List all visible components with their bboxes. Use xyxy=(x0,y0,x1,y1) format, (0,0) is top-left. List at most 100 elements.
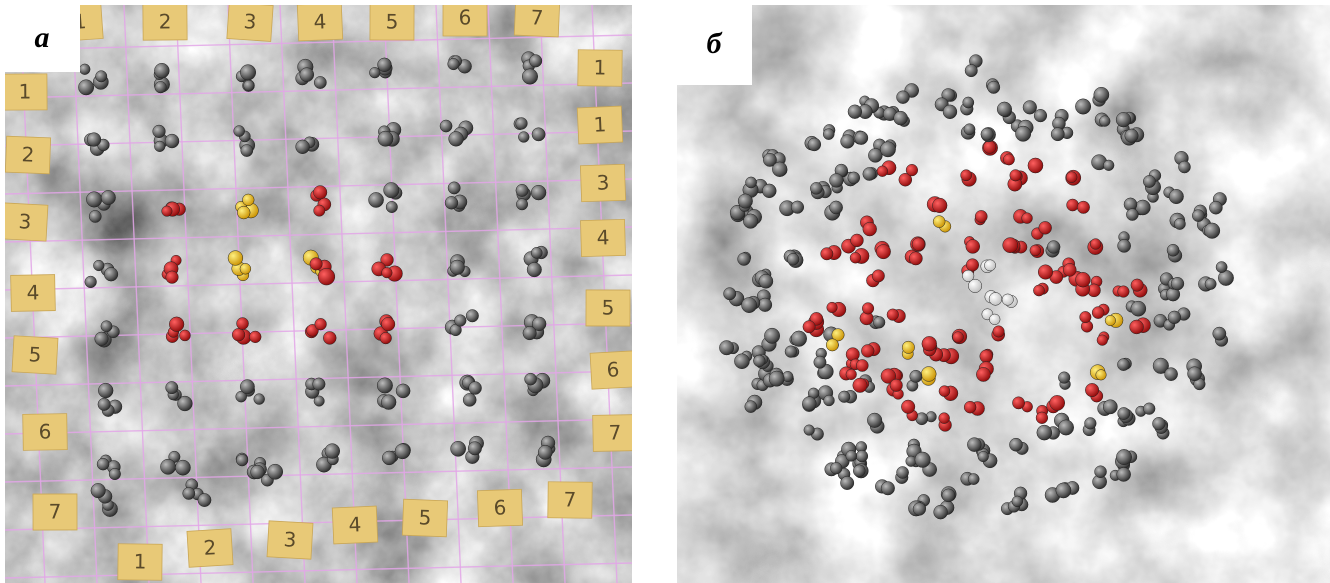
marker xyxy=(234,126,245,137)
marker xyxy=(984,260,995,271)
marker xyxy=(244,80,255,91)
marker xyxy=(1090,239,1101,250)
marker xyxy=(764,328,779,343)
marker xyxy=(1118,286,1130,298)
marker xyxy=(97,458,109,470)
marker xyxy=(451,441,466,456)
sticky-note: 5 xyxy=(586,290,630,326)
marker xyxy=(1076,272,1091,287)
marker xyxy=(381,395,396,410)
marker xyxy=(529,55,542,68)
marker xyxy=(525,373,537,385)
marker xyxy=(89,210,101,222)
marker xyxy=(840,476,853,489)
marker xyxy=(516,199,527,210)
marker xyxy=(527,262,541,276)
marker xyxy=(166,271,179,284)
marker xyxy=(98,398,110,410)
marker xyxy=(380,332,392,344)
marker xyxy=(1047,241,1060,254)
marker xyxy=(1094,87,1109,102)
marker xyxy=(1058,372,1070,384)
marker xyxy=(769,371,784,386)
marker xyxy=(440,120,452,132)
note-label: 7 xyxy=(49,499,62,523)
marker xyxy=(268,464,283,479)
marker xyxy=(236,454,248,466)
marker xyxy=(863,222,877,236)
marker xyxy=(887,309,899,321)
marker xyxy=(1118,239,1131,252)
marker xyxy=(240,380,254,394)
marker xyxy=(853,465,865,477)
marker xyxy=(523,326,536,339)
marker xyxy=(841,135,855,149)
marker xyxy=(987,81,999,93)
note-label: 3 xyxy=(243,9,257,34)
marker xyxy=(516,118,528,130)
marker xyxy=(953,332,964,343)
marker xyxy=(463,393,476,406)
marker xyxy=(1066,172,1077,183)
marker xyxy=(377,378,392,393)
marker xyxy=(851,234,864,247)
marker xyxy=(759,274,773,288)
sticky-note: 7 xyxy=(548,482,592,519)
sticky-note: 3 xyxy=(580,164,625,202)
sticky-note: 6 xyxy=(590,351,636,389)
marker xyxy=(1116,112,1131,127)
marker xyxy=(942,489,955,502)
marker xyxy=(961,170,972,181)
marker xyxy=(862,303,874,315)
sticky-note: 2 xyxy=(5,136,50,174)
marker xyxy=(968,474,979,485)
marker xyxy=(1143,175,1155,187)
marker xyxy=(1039,221,1052,234)
sticky-note: 3 xyxy=(2,203,48,241)
marker xyxy=(183,487,195,499)
marker xyxy=(1171,277,1184,290)
marker xyxy=(890,379,903,392)
note-label: 2 xyxy=(21,142,35,166)
note-label: 1 xyxy=(593,112,607,137)
sticky-note: 2 xyxy=(187,529,233,568)
marker xyxy=(861,345,874,358)
note-label: 4 xyxy=(348,512,362,537)
marker xyxy=(369,67,380,78)
sticky-note: 7 xyxy=(514,0,559,37)
marker xyxy=(382,451,396,465)
note-label: 5 xyxy=(602,295,615,319)
marker xyxy=(325,444,340,459)
marker xyxy=(449,131,464,146)
marker xyxy=(932,198,947,213)
marker xyxy=(296,140,310,154)
note-label: 7 xyxy=(563,487,576,511)
marker xyxy=(450,260,465,275)
note-label: 6 xyxy=(606,357,620,382)
marker xyxy=(369,192,384,207)
marker xyxy=(719,341,733,355)
marker xyxy=(1075,99,1090,114)
marker xyxy=(743,214,758,229)
marker xyxy=(966,239,980,253)
marker xyxy=(964,124,975,135)
marker xyxy=(310,258,323,271)
marker xyxy=(154,63,169,78)
marker xyxy=(978,451,989,462)
sticky-note: 4 xyxy=(297,3,342,41)
note-label: 4 xyxy=(26,280,39,304)
marker xyxy=(1178,161,1190,173)
marker xyxy=(522,69,537,84)
marker xyxy=(323,332,336,345)
marker xyxy=(300,68,314,82)
marker xyxy=(1030,245,1041,256)
marker xyxy=(922,336,937,351)
marker xyxy=(1092,307,1104,319)
marker xyxy=(516,184,528,196)
marker xyxy=(814,356,826,368)
note-label: 1 xyxy=(593,55,606,79)
marker xyxy=(824,395,835,406)
marker xyxy=(872,270,884,282)
marker xyxy=(448,182,460,194)
sticky-note: 5 xyxy=(12,336,58,374)
